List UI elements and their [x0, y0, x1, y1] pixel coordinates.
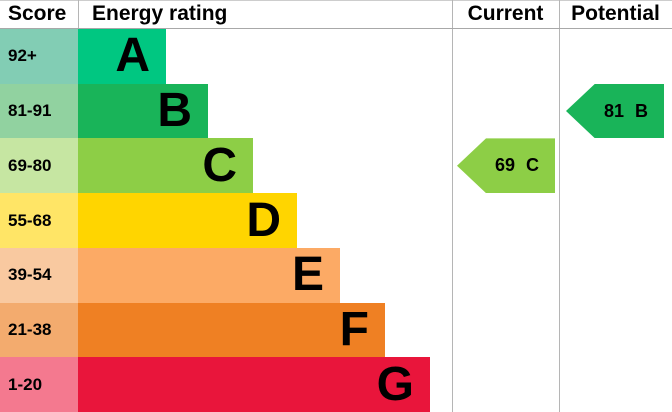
- epc-row-d: 55-68 D: [0, 193, 672, 248]
- rating-band-d: D: [78, 193, 297, 248]
- potential-rating-band: B: [635, 100, 649, 121]
- top-border: [0, 0, 672, 1]
- header-row: Score Energy rating Current Potential: [0, 1, 672, 29]
- band-letter: C: [202, 138, 237, 192]
- score-cell: 1-20: [0, 357, 78, 412]
- rating-band-c: C: [78, 138, 253, 194]
- potential-rating-arrow: 81 B: [566, 83, 664, 139]
- potential-rating-value: 81: [603, 100, 625, 121]
- energy-rating-header: Energy rating: [92, 2, 228, 25]
- band-letter: E: [291, 248, 324, 302]
- score-cell: 81-91: [0, 83, 78, 139]
- potential-header: Potential: [571, 2, 660, 25]
- score-cell: 92+: [0, 29, 78, 84]
- epc-row-c: 69-80 C: [0, 138, 672, 194]
- column-divider-current: [452, 0, 453, 412]
- rating-band-b: B: [78, 83, 208, 139]
- score-header: Score: [8, 2, 67, 25]
- score-cell: 69-80: [0, 138, 78, 194]
- current-rating-value: 69: [494, 155, 516, 176]
- rating-band-e: E: [78, 247, 340, 303]
- rating-band-a: A: [78, 29, 166, 84]
- rating-band-g: G: [78, 357, 430, 412]
- rating-band-f: F: [78, 302, 385, 358]
- epc-row-e: 39-54 E: [0, 247, 672, 303]
- score-cell: 55-68: [0, 193, 78, 248]
- band-letter: A: [115, 29, 150, 83]
- band-letter: F: [339, 302, 369, 356]
- epc-row-f: 21-38 F: [0, 302, 672, 358]
- column-divider-potential: [559, 0, 560, 412]
- current-rating-band: C: [526, 155, 540, 176]
- score-cell: 21-38: [0, 302, 78, 358]
- current-header: Current: [467, 2, 544, 25]
- band-letter: D: [246, 193, 281, 247]
- epc-row-b: 81-91 B: [0, 83, 672, 139]
- band-letter: B: [157, 84, 192, 138]
- column-divider-score: [78, 0, 79, 29]
- epc-row-g: 1-20 G: [0, 357, 672, 412]
- band-letter: G: [376, 357, 414, 411]
- epc-row-a: 92+ A: [0, 29, 672, 84]
- score-cell: 39-54: [0, 247, 78, 303]
- rows: 92+ A 81-91 B 69-80 C 55-68 D 39-54 E 21-38 F 1-20 G: [0, 29, 672, 412]
